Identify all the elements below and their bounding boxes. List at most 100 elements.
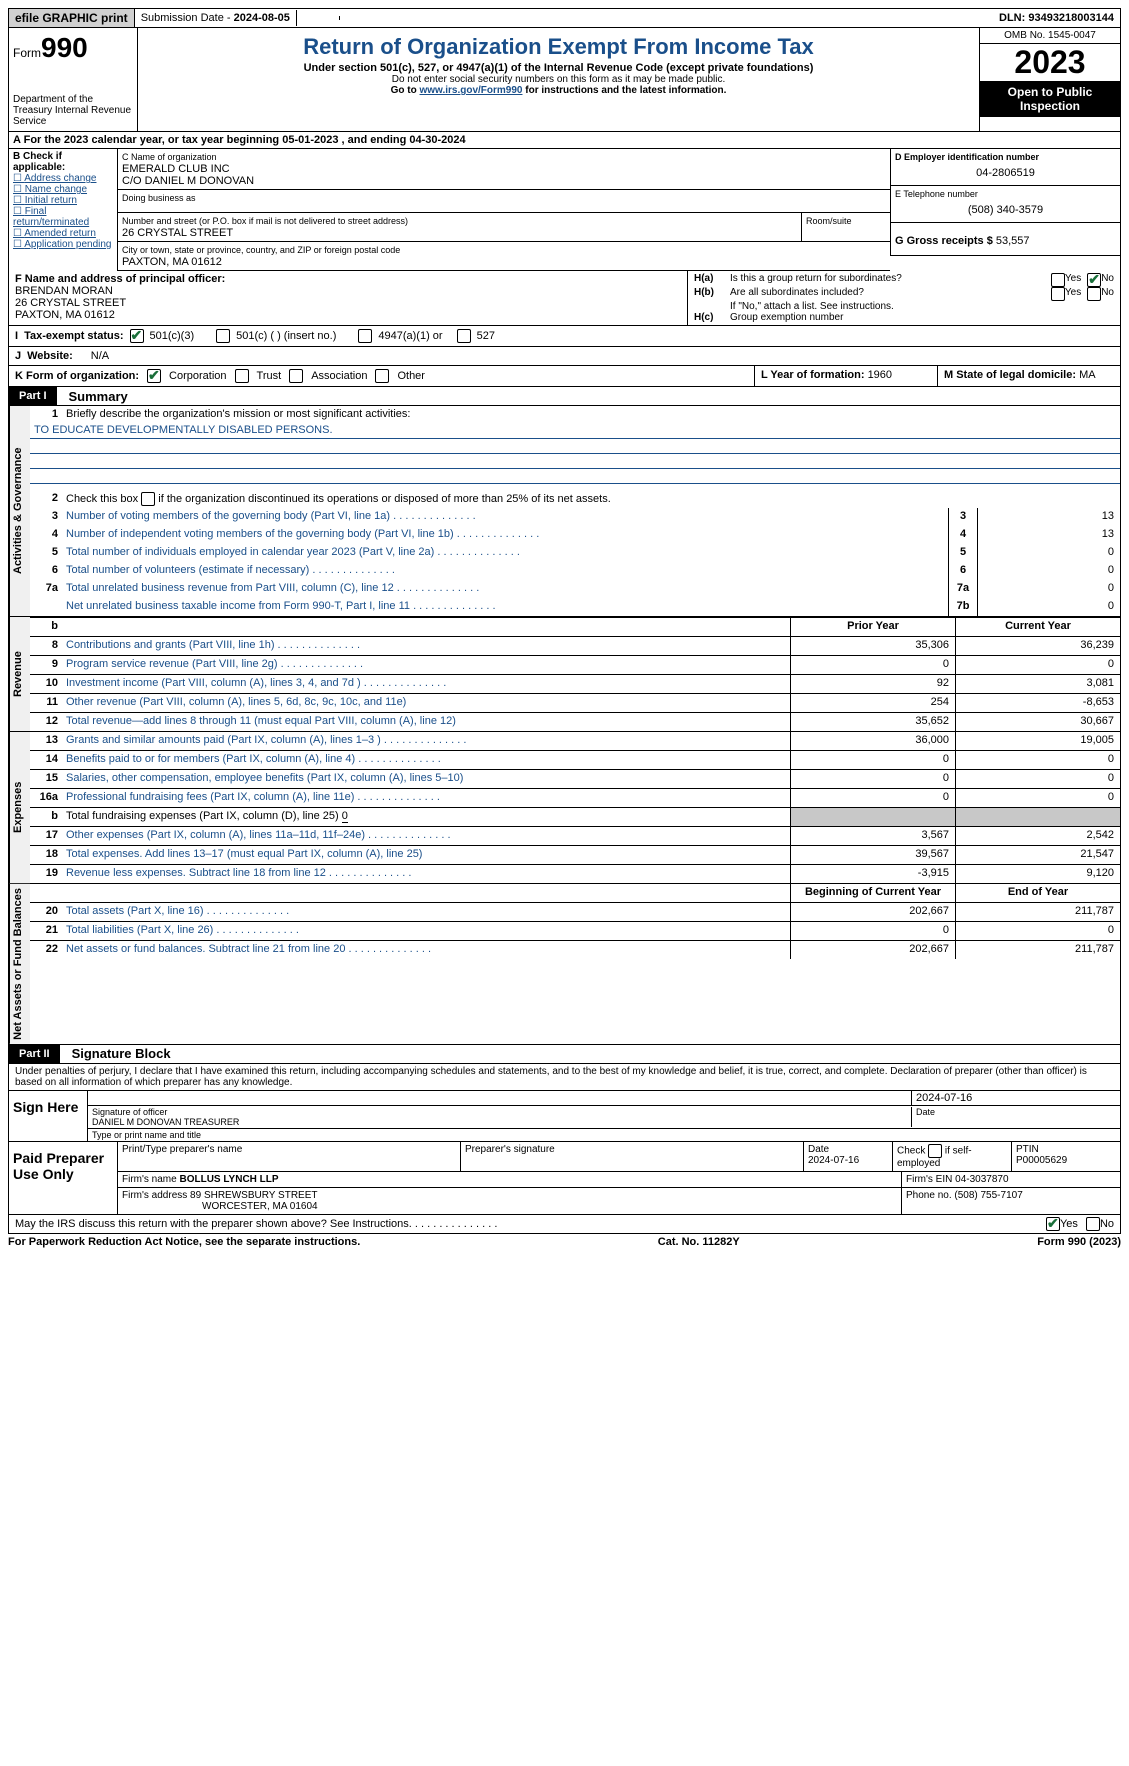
chk-amended[interactable]: ☐ Amended return (13, 228, 113, 239)
discuss-row: May the IRS discuss this return with the… (8, 1215, 1121, 1234)
line-9: Program service revenue (Part VIII, line… (62, 656, 790, 674)
vlabel-expenses: Expenses (9, 732, 30, 883)
line-5: Total number of individuals employed in … (62, 544, 948, 562)
line-4: Number of independent voting members of … (62, 526, 948, 544)
prep-sig-lbl: Preparer's signature (461, 1142, 804, 1171)
h-c-label: Group exemption number (730, 312, 843, 323)
firm-name: Firm's name BOLLUS LYNCH LLP (118, 1172, 902, 1187)
line-3: Number of voting members of the governin… (62, 508, 948, 526)
officer-city: PAXTON, MA 01612 (15, 309, 115, 321)
city-state-zip: PAXTON, MA 01612 (122, 256, 222, 268)
hdr-end-year: End of Year (955, 884, 1120, 902)
box-c: C Name of organizationEMERALD CLUB INCC/… (118, 149, 890, 271)
ssn-note: Do not enter social security numbers on … (142, 74, 975, 85)
hdr-begin-year: Beginning of Current Year (790, 884, 955, 902)
line-7b: Net unrelated business taxable income fr… (62, 598, 948, 616)
line-20: Total assets (Part X, line 16) (62, 903, 790, 921)
hdr-prior-year: Prior Year (790, 618, 955, 636)
prep-name-lbl: Print/Type preparer's name (118, 1142, 461, 1171)
omb-number: OMB No. 1545-0047 (980, 28, 1120, 44)
chk-501c3[interactable] (130, 329, 144, 343)
firm-phone: Phone no. (508) 755-7107 (902, 1188, 1120, 1214)
line-13: Grants and similar amounts paid (Part IX… (62, 732, 790, 750)
box-e-phone: E Telephone number(508) 340-3579 (890, 186, 1120, 223)
line-12: Total revenue—add lines 8 through 11 (mu… (62, 713, 790, 731)
h-a-question: Is this a group return for subordinates? (730, 273, 1051, 287)
sign-here-block: Sign Here 2024-07-16 Signature of office… (8, 1091, 1121, 1142)
chk-corp[interactable] (147, 369, 161, 383)
section-governance: Activities & Governance 1Briefly describ… (8, 406, 1121, 617)
dba-label: Doing business as (122, 193, 196, 203)
hdr-current-year: Current Year (955, 618, 1120, 636)
chk-527[interactable] (457, 329, 471, 343)
chk-assoc[interactable] (289, 369, 303, 383)
line-7a: Total unrelated business revenue from Pa… (62, 580, 948, 598)
dept-treasury: Department of the Treasury Internal Reve… (13, 94, 133, 127)
line-14: Benefits paid to or for members (Part IX… (62, 751, 790, 769)
chk-name-change[interactable]: ☐ Name change (13, 184, 113, 195)
h-b-question: Are all subordinates included? (730, 287, 1051, 301)
chk-discontinued[interactable] (141, 492, 155, 506)
section-f-h: F Name and address of principal officer:… (8, 271, 1121, 326)
prep-date: Date2024-07-16 (804, 1142, 893, 1171)
line-16a: Professional fundraising fees (Part IX, … (62, 789, 790, 807)
h-a-yes[interactable] (1051, 273, 1065, 287)
vlabel-net-assets: Net Assets or Fund Balances (9, 884, 30, 1044)
chk-final-return[interactable]: ☐ Final return/terminated (13, 206, 113, 228)
blank-cell (297, 16, 340, 20)
submission-date: Submission Date - 2024-08-05 (135, 10, 297, 26)
line-6: Total number of volunteers (estimate if … (62, 562, 948, 580)
irs-link[interactable]: www.irs.gov/Form990 (419, 85, 522, 96)
vlabel-revenue: Revenue (9, 617, 30, 731)
h-b-yes[interactable] (1051, 287, 1065, 301)
chk-app-pending[interactable]: ☐ Application pending (13, 239, 113, 250)
sign-date: 2024-07-16 (911, 1091, 1120, 1106)
org-co: C/O DANIEL M DONOVAN (122, 175, 254, 187)
line-i: ITax-exempt status: 501(c)(3) 501(c) ( )… (8, 326, 1121, 347)
sign-here-label: Sign Here (9, 1091, 88, 1141)
form-number: Form990 (13, 32, 133, 64)
chk-initial-return[interactable]: ☐ Initial return (13, 195, 113, 206)
vlabel-governance: Activities & Governance (9, 406, 30, 616)
chk-other[interactable] (375, 369, 389, 383)
cat-no: Cat. No. 11282Y (658, 1236, 740, 1248)
paid-preparer-label: Paid Preparer Use Only (9, 1142, 118, 1214)
h-a-no[interactable] (1087, 273, 1101, 287)
h-b-no[interactable] (1087, 287, 1101, 301)
chk-self-employed[interactable] (928, 1144, 942, 1158)
chk-501c[interactable] (216, 329, 230, 343)
discuss-no[interactable] (1086, 1217, 1100, 1231)
form-footer: Form 990 (2023) (1037, 1236, 1121, 1248)
firm-address: Firm's address 89 SHREWSBURY STREETWORCE… (118, 1188, 902, 1214)
line-21: Total liabilities (Part X, line 26) (62, 922, 790, 940)
chk-address-change[interactable]: ☐ Address change (13, 173, 113, 184)
chk-trust[interactable] (235, 369, 249, 383)
street: 26 CRYSTAL STREET (122, 227, 233, 239)
efile-print-button[interactable]: efile GRAPHIC print (9, 9, 135, 27)
form-title: Return of Organization Exempt From Incom… (142, 34, 975, 60)
line-1-label: Briefly describe the organization's miss… (62, 406, 1120, 424)
section-expenses: Expenses 13Grants and similar amounts pa… (8, 732, 1121, 884)
line-a-tax-year: A For the 2023 calendar year, or tax yea… (8, 132, 1121, 149)
chk-4947[interactable] (358, 329, 372, 343)
form-header: Form990 Department of the Treasury Inter… (8, 28, 1121, 132)
line-l: L Year of formation: 1960 (754, 366, 937, 386)
dln: DLN: 93493218003144 (993, 10, 1120, 26)
paperwork-notice: For Paperwork Reduction Act Notice, see … (8, 1236, 360, 1248)
line-2: Check this box if the organization disco… (62, 490, 1120, 508)
paid-preparer-block: Paid Preparer Use Only Print/Type prepar… (8, 1142, 1121, 1215)
penalty-text: Under penalties of perjury, I declare th… (8, 1064, 1121, 1091)
part-1-header: Part I Summary (8, 387, 1121, 406)
firm-ein: Firm's EIN 04-3037870 (902, 1172, 1120, 1187)
room-suite: Room/suite (806, 216, 852, 226)
mission-text: TO EDUCATE DEVELOPMENTALLY DISABLED PERS… (30, 424, 1120, 439)
date-label: Date (911, 1107, 1116, 1127)
top-bar: efile GRAPHIC print Submission Date - 20… (8, 8, 1121, 28)
section-revenue: Revenue bPrior YearCurrent Year 8Contrib… (8, 617, 1121, 732)
line-18: Total expenses. Add lines 13–17 (must eq… (62, 846, 790, 864)
section-b-c-d: B Check if applicable: ☐ Address change … (8, 149, 1121, 271)
discuss-yes[interactable] (1046, 1217, 1060, 1231)
h-b-note: If "No," attach a list. See instructions… (694, 301, 1114, 312)
page-footer: For Paperwork Reduction Act Notice, see … (8, 1234, 1121, 1248)
line-15: Salaries, other compensation, employee b… (62, 770, 790, 788)
